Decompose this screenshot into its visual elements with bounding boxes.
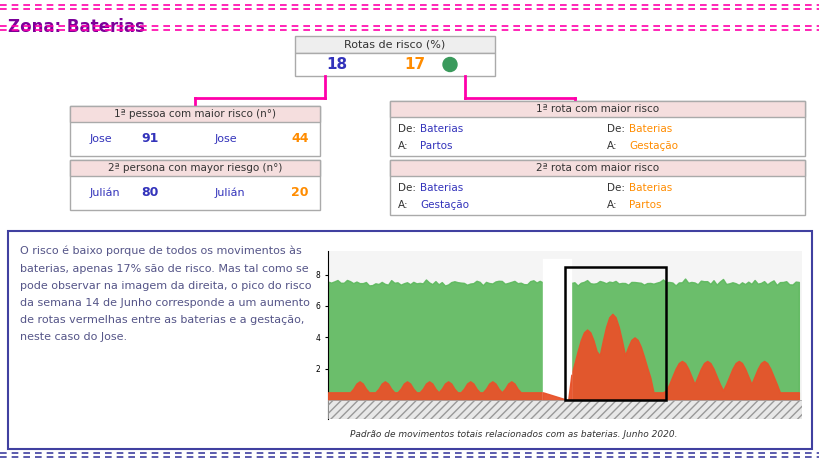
Text: Baterias: Baterias — [419, 183, 463, 193]
Text: 17: 17 — [404, 57, 425, 72]
Text: Partos: Partos — [419, 141, 452, 151]
Text: Baterias: Baterias — [419, 124, 463, 134]
Text: De:: De: — [606, 183, 624, 193]
Bar — [390, 101, 804, 117]
Text: De:: De: — [397, 183, 415, 193]
Text: De:: De: — [397, 124, 415, 134]
Text: Rotas de risco (%): Rotas de risco (%) — [344, 40, 445, 49]
Text: Zona: Baterias: Zona: Baterias — [8, 18, 145, 36]
Bar — [70, 160, 319, 210]
Text: 20: 20 — [291, 187, 309, 200]
Text: Jose: Jose — [90, 134, 112, 144]
Text: A:: A: — [606, 141, 617, 151]
Text: Baterias: Baterias — [628, 124, 672, 134]
Bar — [295, 53, 495, 76]
Text: 91: 91 — [141, 132, 159, 146]
Text: Julián: Julián — [90, 188, 120, 198]
Bar — [70, 160, 319, 176]
Text: Partos: Partos — [628, 200, 661, 210]
Text: 18: 18 — [326, 57, 347, 72]
Text: 1ª rota com maior risco: 1ª rota com maior risco — [536, 104, 658, 114]
Text: 1ª pessoa com maior risco (n°): 1ª pessoa com maior risco (n°) — [114, 109, 276, 119]
Text: O risco é baixo porque de todos os movimentos às
baterias, apenas 17% são de ris: O risco é baixo porque de todos os movim… — [20, 246, 311, 343]
Bar — [328, 400, 801, 419]
Text: Gestação: Gestação — [628, 141, 677, 151]
Text: Baterias: Baterias — [628, 183, 672, 193]
Text: A:: A: — [606, 200, 617, 210]
Text: 44: 44 — [291, 132, 309, 146]
Text: Jose: Jose — [215, 134, 238, 144]
Text: Julián: Julián — [215, 188, 246, 198]
Bar — [390, 160, 804, 176]
Text: De:: De: — [606, 124, 624, 134]
Text: A:: A: — [397, 200, 408, 210]
Bar — [390, 101, 804, 156]
Bar — [564, 267, 665, 400]
Bar — [295, 36, 495, 53]
Bar — [70, 106, 319, 156]
Text: A:: A: — [397, 141, 408, 151]
Text: 2ª persona con mayor riesgo (n°): 2ª persona con mayor riesgo (n°) — [107, 163, 282, 173]
Bar — [8, 231, 811, 449]
Text: 2ª rota com maior risco: 2ª rota com maior risco — [536, 163, 658, 173]
Text: Padrão de movimentos totais relacionados com as baterias. Junho 2020.: Padrão de movimentos totais relacionados… — [350, 430, 676, 439]
Text: Gestação: Gestação — [419, 200, 468, 210]
Text: 80: 80 — [141, 187, 159, 200]
Circle shape — [442, 58, 456, 71]
Bar — [70, 106, 319, 122]
Bar — [390, 160, 804, 215]
